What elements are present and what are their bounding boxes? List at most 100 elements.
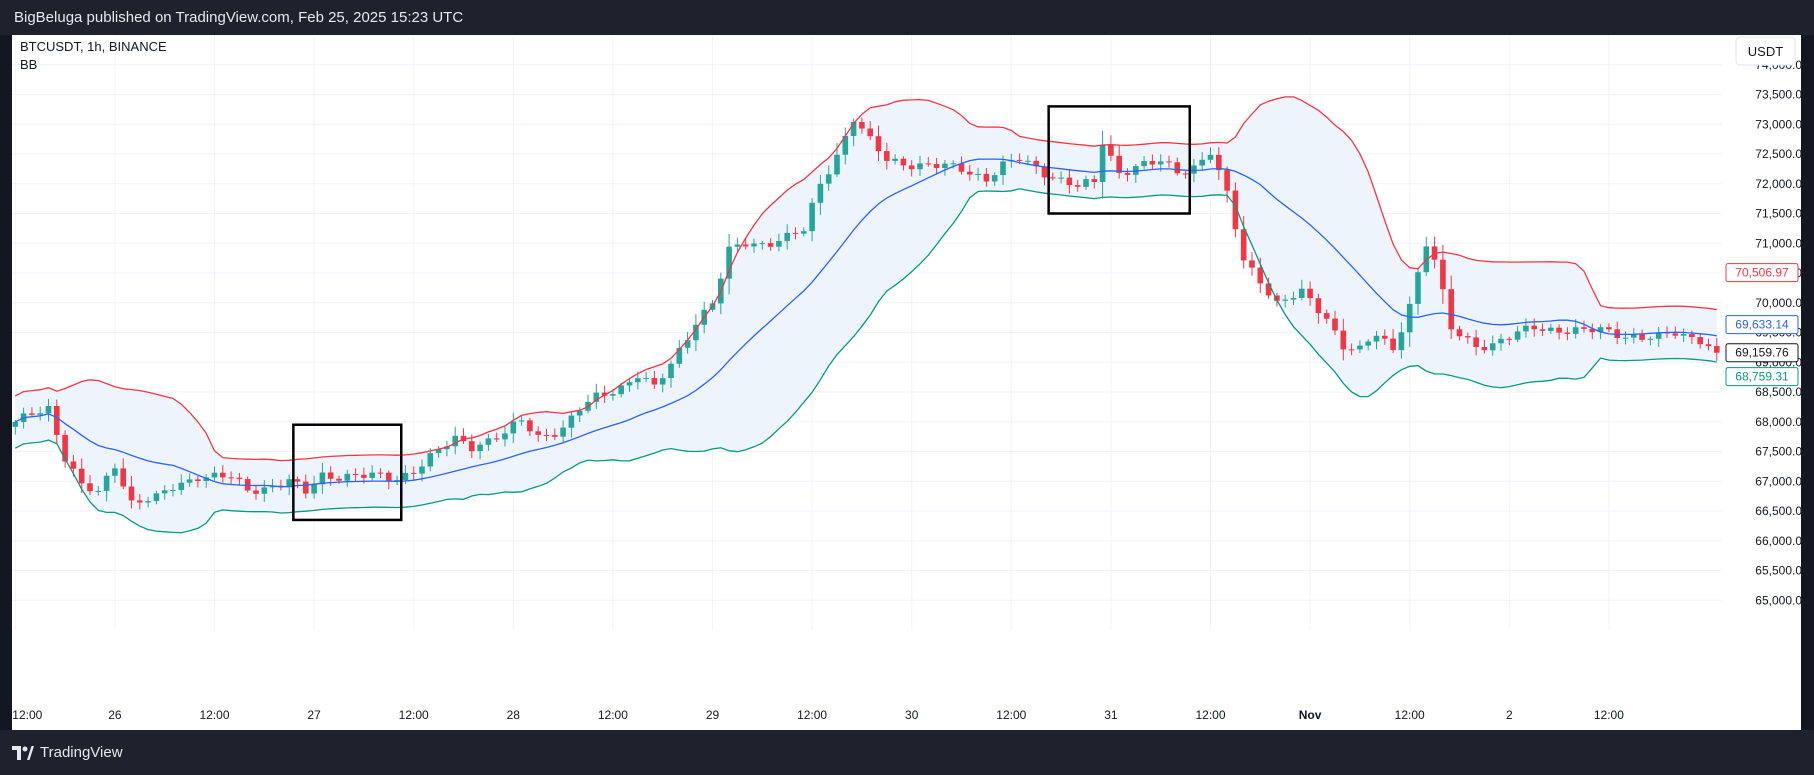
candle[interactable]: [1348, 343, 1355, 356]
candle[interactable]: [684, 332, 691, 354]
candle[interactable]: [975, 167, 981, 181]
candle[interactable]: [809, 198, 815, 242]
candle[interactable]: [626, 377, 633, 392]
candle[interactable]: [1216, 147, 1222, 180]
candle[interactable]: [1514, 325, 1521, 343]
candle[interactable]: [859, 117, 865, 134]
candle[interactable]: [1141, 156, 1147, 170]
candle[interactable]: [726, 233, 732, 295]
candle[interactable]: [1323, 309, 1330, 324]
candle[interactable]: [933, 157, 940, 174]
candle[interactable]: [1332, 310, 1338, 335]
candle[interactable]: [875, 125, 882, 161]
candle[interactable]: [892, 154, 898, 165]
candle[interactable]: [1556, 324, 1562, 340]
candle[interactable]: [1265, 277, 1272, 299]
candle[interactable]: [1489, 335, 1496, 356]
candle[interactable]: [236, 472, 243, 485]
candle[interactable]: [1099, 130, 1106, 199]
candle[interactable]: [535, 426, 541, 442]
candle[interactable]: [137, 494, 143, 510]
candle[interactable]: [510, 412, 517, 444]
candle[interactable]: [518, 416, 525, 426]
candle[interactable]: [1373, 331, 1380, 350]
candle[interactable]: [1523, 318, 1529, 338]
candle[interactable]: [1124, 168, 1131, 182]
candle[interactable]: [751, 238, 757, 253]
candle[interactable]: [1564, 327, 1571, 341]
candle[interactable]: [908, 160, 915, 177]
candle[interactable]: [1390, 328, 1396, 353]
candle[interactable]: [427, 448, 434, 472]
candle[interactable]: [1448, 275, 1454, 339]
candle[interactable]: [1299, 279, 1305, 301]
candle[interactable]: [12, 419, 19, 435]
candle[interactable]: [1655, 326, 1662, 347]
candle[interactable]: [1199, 152, 1205, 171]
candle[interactable]: [942, 160, 948, 176]
candle[interactable]: [560, 420, 566, 443]
candle[interactable]: [1539, 323, 1546, 336]
candle[interactable]: [419, 459, 425, 482]
candle[interactable]: [95, 486, 102, 496]
candle[interactable]: [452, 426, 458, 455]
candle[interactable]: [1622, 331, 1629, 345]
candle[interactable]: [45, 398, 52, 422]
candle[interactable]: [145, 496, 151, 508]
candle[interactable]: [1382, 329, 1388, 345]
candle[interactable]: [552, 428, 558, 441]
candle[interactable]: [220, 465, 226, 483]
candle[interactable]: [1606, 323, 1612, 333]
candle[interactable]: [784, 224, 790, 250]
brand[interactable]: TradingView: [12, 744, 123, 761]
candle[interactable]: [527, 417, 533, 436]
candle[interactable]: [435, 446, 442, 458]
candle[interactable]: [352, 468, 359, 482]
candle[interactable]: [394, 475, 400, 485]
candlestick-chart[interactable]: 74,000.0073,500.0073,000.0072,500.0072,0…: [12, 35, 1809, 730]
candle[interactable]: [253, 485, 259, 500]
candle[interactable]: [593, 383, 600, 409]
highlight-box[interactable]: [1047, 105, 1192, 215]
candle[interactable]: [1548, 323, 1554, 334]
candle[interactable]: [967, 164, 973, 181]
candle[interactable]: [303, 474, 309, 499]
candle[interactable]: [801, 227, 807, 237]
candle[interactable]: [1498, 333, 1504, 351]
candle[interactable]: [1647, 336, 1654, 346]
candle[interactable]: [1083, 175, 1089, 191]
candle[interactable]: [767, 238, 774, 251]
candle[interactable]: [1481, 339, 1488, 354]
candle[interactable]: [1680, 328, 1687, 342]
candle[interactable]: [759, 240, 766, 250]
candle[interactable]: [1207, 147, 1214, 164]
candle[interactable]: [1581, 320, 1587, 333]
candle[interactable]: [1357, 340, 1363, 354]
candle[interactable]: [1058, 171, 1064, 184]
candle[interactable]: [1240, 216, 1247, 269]
candle[interactable]: [87, 475, 93, 496]
candle[interactable]: [884, 142, 890, 170]
candle[interactable]: [261, 480, 268, 502]
candle[interactable]: [1074, 179, 1081, 192]
candle[interactable]: [477, 441, 483, 460]
candle[interactable]: [1406, 296, 1413, 348]
candle[interactable]: [78, 458, 85, 494]
candle[interactable]: [1108, 135, 1114, 162]
candle[interactable]: [1091, 175, 1098, 189]
candle[interactable]: [1456, 325, 1463, 341]
candle[interactable]: [1415, 268, 1421, 315]
candle[interactable]: [693, 314, 699, 352]
candle[interactable]: [120, 458, 126, 490]
candle[interactable]: [925, 157, 932, 167]
candle[interactable]: [294, 476, 301, 489]
candle[interactable]: [817, 174, 824, 215]
candle[interactable]: [792, 227, 799, 240]
candle[interactable]: [585, 394, 591, 414]
candle[interactable]: [1506, 336, 1513, 346]
candle[interactable]: [1249, 252, 1255, 276]
candle[interactable]: [1232, 182, 1239, 238]
candle[interactable]: [742, 238, 749, 250]
candle[interactable]: [493, 432, 500, 443]
candle[interactable]: [1714, 337, 1720, 361]
